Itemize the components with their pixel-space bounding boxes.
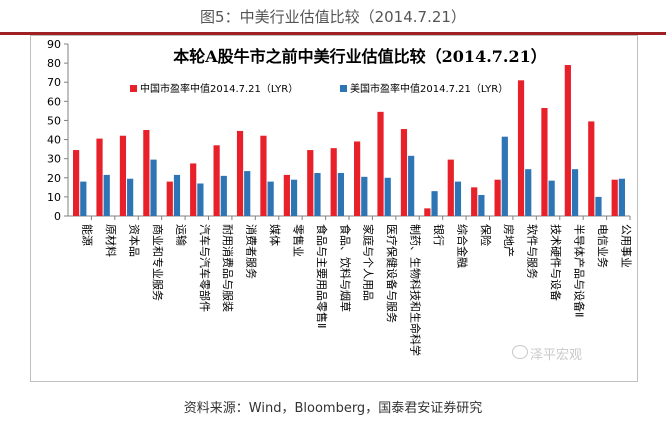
bar-us [618, 178, 625, 216]
bar-us [478, 194, 485, 216]
bar-china [494, 179, 501, 216]
bar-us [244, 171, 251, 216]
bar-us [454, 181, 462, 216]
x-tick-label: 电信业务 [596, 224, 609, 268]
x-tick-label: 技术硬件与设备 [549, 224, 563, 301]
bar-us [408, 155, 415, 216]
watermark: 泽平宏观 [530, 348, 583, 363]
y-tick-label: 10 [47, 191, 61, 204]
bar-us [150, 159, 157, 216]
bar-us [103, 174, 110, 216]
x-tick-label: 消费者服务 [245, 224, 259, 279]
bar-china [517, 80, 525, 216]
y-tick-label: 20 [47, 172, 61, 185]
bar-us [431, 191, 438, 216]
x-tick-labels: 能源 原材料 资本品 商业和专业服务 运输 汽车与汽车零部件 耐用消费品与服装 消费者服务 媒体… [81, 224, 633, 356]
legend-swatch-us [340, 85, 347, 92]
bar-china [541, 108, 548, 216]
bar-china [377, 111, 384, 216]
x-tick-label: 制药、生物科技和生命科学 [409, 224, 423, 356]
bar-china [213, 145, 220, 216]
bar-china [143, 130, 150, 216]
figure-title: 图5：中美行业估值比较（2014.7.21） [200, 8, 466, 26]
axes: 0 10 20 30 40 50 60 70 80 90 [47, 38, 631, 223]
bar-china [330, 148, 337, 216]
x-tick-label: 房地产 [502, 224, 516, 257]
chart-title: 本轮A股牛市之前中美行业估值比较（2014.7.21） [173, 47, 547, 66]
legend-swatch-china [130, 85, 137, 92]
bar-china [283, 174, 290, 216]
x-tick-label: 汽车与汽车零部件 [198, 224, 212, 312]
x-tick-label: 食品与主要用品零售Ⅱ [315, 224, 329, 328]
bars [73, 65, 625, 217]
bar-china [119, 135, 127, 216]
bar-china [260, 135, 267, 216]
legend: 中国市盈率中值2014.7.21（LYR） 美国市盈率中值2014.7.21（L… [130, 82, 508, 95]
x-tick-label: 综合金融 [455, 224, 469, 268]
y-tick-label: 70 [47, 76, 61, 89]
bar-china [96, 138, 103, 216]
bar-us [525, 169, 532, 216]
bar-us [127, 178, 134, 216]
x-tick-label: 保险 [479, 224, 493, 246]
x-tick-label: 资本品 [128, 224, 142, 257]
y-tick-label: 80 [47, 57, 61, 70]
bar-us [361, 176, 368, 216]
x-tick-label: 商业和专业服务 [151, 224, 165, 301]
bar-china [447, 159, 454, 216]
y-tick-label: 40 [47, 134, 61, 147]
bar-us [267, 181, 274, 216]
x-tick-label: 运输 [174, 224, 188, 246]
bar-china [424, 208, 431, 216]
bar-us [80, 181, 87, 216]
bar-china [307, 150, 314, 216]
x-tick-label: 原材料 [104, 224, 118, 257]
bar-us [314, 173, 321, 216]
x-tick-label: 媒体 [268, 224, 282, 246]
bar-us [571, 169, 579, 216]
x-tick-label: 医疗保健设备与服务 [385, 224, 399, 323]
y-tick-label: 50 [47, 114, 61, 127]
y-tick-label: 30 [47, 153, 61, 166]
bar-us [220, 175, 227, 216]
bar-china [236, 130, 244, 216]
bar-us [290, 179, 298, 216]
bar-china [354, 141, 361, 216]
wechat-icon [512, 345, 528, 359]
x-tick-label: 公用事业 [619, 224, 632, 268]
bar-us [501, 136, 508, 216]
legend-label-us: 美国市盈率中值2014.7.21（LYR） [350, 82, 508, 95]
bar-china [564, 65, 571, 217]
bar-us [197, 183, 204, 216]
bar-us [173, 174, 181, 216]
x-tick-label: 半导体产品与设备Ⅱ [572, 224, 586, 317]
header-rule [0, 32, 666, 35]
bar-us [548, 180, 555, 216]
bar-china [611, 179, 618, 216]
x-tick-label: 食品、饮料与烟草 [338, 224, 352, 312]
bar-us [595, 196, 602, 216]
bar-china [471, 187, 478, 216]
bar-us [337, 173, 344, 216]
figure-header: 图5：中美行业估值比较（2014.7.21） [0, 0, 666, 35]
x-tick-label: 能源 [81, 224, 95, 246]
y-tick-label: 60 [47, 95, 61, 108]
bar-china [73, 150, 80, 216]
bar-us [384, 177, 391, 216]
x-tick-label: 家庭与个人用品 [362, 224, 376, 301]
bar-china [190, 163, 197, 216]
x-tick-label: 耐用消费品与服装 [221, 224, 235, 312]
bar-china [588, 121, 595, 216]
x-tick-label: 银行 [432, 224, 446, 246]
source-note: 资料来源：Wind，Bloomberg，国泰君安证券研究 [183, 401, 483, 416]
x-tick-label: 零售业 [291, 224, 305, 257]
bar-china [166, 181, 173, 216]
x-tick-label: 软件与服务 [526, 224, 540, 279]
y-tick-label: 90 [47, 38, 61, 51]
bar-china [400, 129, 408, 216]
y-tick-label: 0 [54, 210, 61, 223]
legend-label-china: 中国市盈率中值2014.7.21（LYR） [140, 82, 298, 95]
